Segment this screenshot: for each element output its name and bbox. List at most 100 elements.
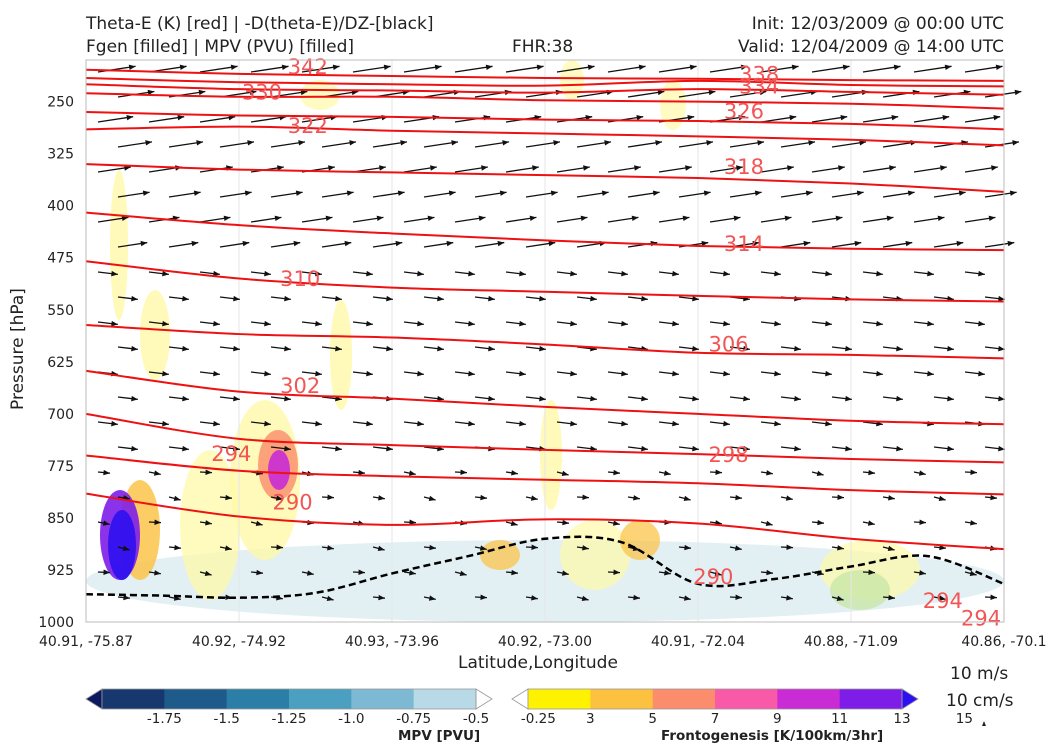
wind-vector-head [300,89,308,96]
wind-vector-head [766,470,773,476]
wind-vector-head [427,215,435,222]
wind-vector-head [182,445,189,452]
wind-vector-head [683,495,691,502]
wind-vector-head [481,165,488,171]
fgen-colorbar-tick: 13 [893,711,910,727]
y-tick-label: 325 [47,147,74,163]
mpv-colorbar-tick: -1.25 [272,711,307,727]
wind-vector-head [264,370,271,377]
wind-vector-head [765,520,773,527]
wind-vector-head [468,270,475,277]
wind-vector-head [837,494,844,501]
wind-vector-head [893,64,901,70]
y-tick-labels: 250 325 400 475 550 625 700 775 850 925 1000 [38,95,74,631]
wind-vector-head [723,370,730,377]
wind-vector-head [519,370,526,377]
wind-vector-head [836,595,844,602]
wind-vector-head [485,64,493,70]
wind-vector-head [940,165,947,171]
theta-e-contour-310 [85,260,1005,303]
wind-vector-head [429,544,436,551]
wind-vector-head [937,215,945,222]
fgen-colorbar-tick: 5 [648,711,657,727]
fgen-colorbar-tick: 3 [586,711,595,727]
wind-vector-head [570,270,577,277]
shading-blob [540,400,562,510]
wind-vector-head [733,215,741,222]
wind-vector-head [478,215,486,222]
wind-vector-head [502,140,510,146]
wind-vector-head [868,569,875,576]
wind-vector-head [284,295,291,302]
wind-vector-head [631,215,639,222]
shading-blob [660,80,686,130]
fgen-colorbar-tick: 15 [956,711,973,727]
wind-vector-head [111,420,118,427]
x-tick-label: 40.86, -70.1 [961,634,1046,650]
wind-vector-head [956,240,964,247]
wind-vector-head [327,545,334,551]
wind-vector-head [162,370,169,377]
wind-vector-head [708,89,716,96]
wind-vector-head [734,545,742,551]
wind-vector-head [766,569,773,576]
wind-vector-head [225,594,232,601]
theta-e-contour-334 [85,83,1005,96]
wind-vector-head [131,345,138,352]
wind-vector-head [233,295,240,302]
wind-vector-head [672,420,679,427]
x-tick-label: 40.91, -75.87 [39,634,133,650]
wind-vector-head [612,520,620,526]
wind-vector-head [876,270,883,277]
mpv-colorbar: -1.75 -1.5 -1.25 -1.0 -0.75 -0.5 -0.25 [85,688,556,727]
shading-blob [140,290,170,380]
theta-e-labels: 342 3383343303263223183143103063022982942… [211,55,1001,631]
wind-vector-head [723,420,730,427]
title-left-line1: Theta-E (K) [red] | -D(theta-E)/DZ-[blac… [86,14,434,34]
wind-vector-head [281,64,289,70]
wind-vector-head [774,420,781,427]
wind-vector-head [970,520,977,526]
wind-vector-head [787,165,794,171]
wind-vector-head [153,470,161,476]
wind-vector-head [275,495,283,501]
wind-vector-head [173,495,181,502]
wind-vector-head [561,470,569,477]
theta-e-label: 314 [724,232,764,256]
wind-vector-head [886,215,894,222]
wind-vector-head [970,469,977,476]
wind-vector-head [225,494,232,501]
wind-vector-head [998,295,1005,302]
wind-vector-head [102,520,110,526]
wind-vector-head [315,370,322,377]
wind-vector-head [876,320,883,327]
wind-vector-head [233,395,240,402]
wind-vector-head [519,420,526,427]
theta-e-label: 338 [739,63,779,87]
mpv-colorbar-tick: -1.75 [147,711,182,727]
wind-vector-head [434,64,442,70]
wind-vector-head [896,395,903,402]
wind-vector-head [154,570,161,576]
wind-vector-head [845,395,852,402]
wind-vector-head [740,64,748,70]
wind-vector-head [590,295,597,302]
wind-vector-head [601,190,609,196]
wind-vector-head [655,140,663,146]
wind-vector-head [944,64,952,70]
wind-vector-head [683,595,691,601]
wind-vector-head [430,165,437,171]
wind-vector-head [774,370,781,377]
theta-e-contour-298 [85,412,1005,464]
wind-vector-head [774,270,781,277]
mpv-colorbar-segment [351,689,415,709]
wind-vector-head [223,215,231,222]
wind-vector-head [409,570,416,576]
wind-vector-head [123,594,130,601]
wind-vector-head [789,114,797,121]
theta-e-contour-338 [85,77,1005,88]
wind-vector-head [590,445,597,452]
wind-vector-head [366,420,373,427]
wind-vector-head [128,64,136,70]
wind-vector-head [177,114,185,121]
